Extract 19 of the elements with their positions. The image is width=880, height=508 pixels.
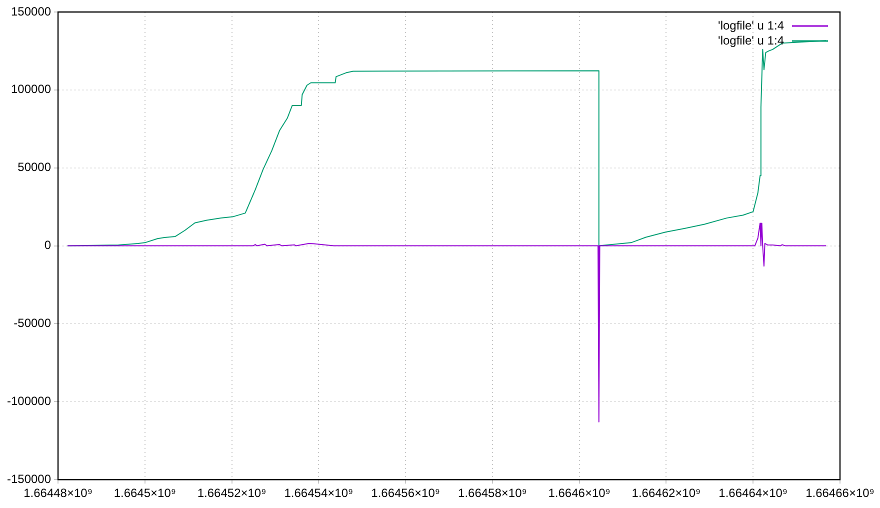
x-tick-label: 1.6646×10⁹ <box>548 486 610 500</box>
y-tick-label: -100000 <box>6 394 52 408</box>
y-tick-label: -150000 <box>6 472 52 486</box>
legend-label: 'logfile' u 1:4 <box>718 33 784 48</box>
x-tick-label: 1.66462×10⁹ <box>632 486 701 500</box>
x-tick-label: 1.66456×10⁹ <box>371 486 440 500</box>
x-tick-label: 1.66452×10⁹ <box>197 486 266 500</box>
y-tick-label: 150000 <box>10 4 52 18</box>
x-tick-label: 1.66466×10⁹ <box>806 486 874 500</box>
x-tick-label: 1.66464×10⁹ <box>718 486 788 500</box>
y-tick-label: -50000 <box>14 316 52 330</box>
x-tick-label: 1.66458×10⁹ <box>458 486 527 500</box>
y-tick-label: 100000 <box>10 82 52 96</box>
x-tick-label: 1.66448×10⁹ <box>24 486 92 500</box>
y-tick-label: 0 <box>44 238 52 252</box>
y-tick-label: 50000 <box>18 160 52 174</box>
x-tick-label: 1.66454×10⁹ <box>284 486 354 500</box>
legend-label: 'logfile' u 1:4 <box>718 18 784 32</box>
x-tick-label: 1.6645×10⁹ <box>114 486 176 500</box>
